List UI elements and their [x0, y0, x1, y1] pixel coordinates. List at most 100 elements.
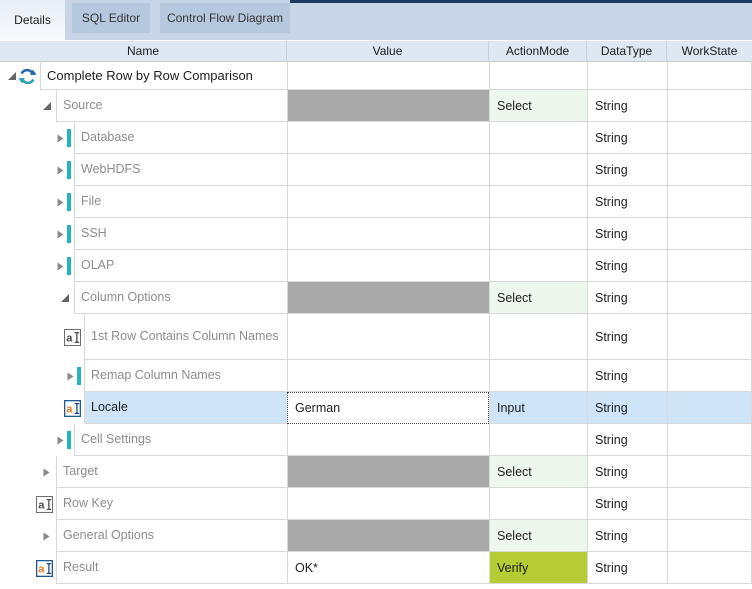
expander-expanded-icon[interactable] — [42, 102, 51, 111]
expander-collapsed-icon[interactable] — [56, 262, 65, 271]
tree-controls — [0, 424, 74, 456]
expander-collapsed-icon[interactable] — [56, 166, 65, 175]
workstate-cell — [667, 186, 752, 218]
name-cell[interactable]: Complete Row by Row Comparison — [0, 62, 287, 90]
value-cell[interactable] — [287, 424, 489, 456]
value-cell[interactable] — [287, 360, 489, 392]
value-cell[interactable] — [287, 488, 489, 520]
actionmode-cell[interactable]: Select — [489, 282, 587, 314]
workstate-cell — [667, 424, 752, 456]
name-cell[interactable]: SSH — [0, 218, 287, 250]
column-header-name[interactable]: Name — [0, 41, 287, 61]
table-row[interactable]: a Result OK* Verify String — [0, 552, 752, 584]
name-cell[interactable]: a Result — [0, 552, 287, 584]
table-row[interactable]: Remap Column Names String — [0, 360, 752, 392]
name-cell[interactable]: File — [0, 186, 287, 218]
table-row[interactable]: a 1st Row Contains Column Names String — [0, 314, 752, 360]
column-header-value[interactable]: Value — [287, 41, 489, 61]
table-row[interactable]: File String — [0, 186, 752, 218]
row-name-label: Cell Settings — [74, 424, 287, 456]
column-header-datatype[interactable]: DataType — [587, 41, 667, 61]
value-cell[interactable] — [287, 218, 489, 250]
actionmode-cell[interactable]: Select — [489, 90, 587, 122]
actionmode-cell[interactable] — [489, 314, 587, 360]
table-row[interactable]: Target Select String — [0, 456, 752, 488]
group-empty-icon — [67, 431, 71, 449]
workstate-cell — [667, 520, 752, 552]
column-header-actionmode[interactable]: ActionMode — [489, 41, 587, 61]
expander-collapsed-icon[interactable] — [56, 230, 65, 239]
actionmode-cell[interactable] — [489, 488, 587, 520]
value-cell[interactable]: German — [287, 392, 489, 424]
table-row[interactable]: Column Options Select String — [0, 282, 752, 314]
name-cell[interactable]: Cell Settings — [0, 424, 287, 456]
expander-collapsed-icon[interactable] — [56, 198, 65, 207]
name-cell[interactable]: OLAP — [0, 250, 287, 282]
name-cell[interactable]: Database — [0, 122, 287, 154]
actionmode-cell[interactable] — [489, 154, 587, 186]
svg-text:a: a — [66, 332, 73, 344]
value-cell[interactable] — [287, 122, 489, 154]
actionmode-cell[interactable]: Input — [489, 392, 587, 424]
name-cell[interactable]: Remap Column Names — [0, 360, 287, 392]
value-cell[interactable] — [287, 90, 489, 122]
expander-collapsed-icon[interactable] — [56, 436, 65, 445]
table-row[interactable]: SSH String — [0, 218, 752, 250]
name-cell[interactable]: Column Options — [0, 282, 287, 314]
value-cell[interactable] — [287, 62, 489, 90]
table-row[interactable]: WebHDFS String — [0, 154, 752, 186]
expander-collapsed-icon[interactable] — [56, 134, 65, 143]
name-cell[interactable]: a Row Key — [0, 488, 287, 520]
tree-controls — [0, 90, 56, 122]
actionmode-cell[interactable] — [489, 360, 587, 392]
column-header-workstate[interactable]: WorkState — [681, 44, 738, 58]
tree-controls — [0, 520, 56, 552]
value-cell[interactable] — [287, 186, 489, 218]
tab-control-flow-diagram[interactable]: Control Flow Diagram — [160, 3, 290, 33]
name-cell[interactable]: Source — [0, 90, 287, 122]
actionmode-cell[interactable]: Verify — [489, 552, 587, 584]
value-cell[interactable]: OK* — [287, 552, 489, 584]
actionmode-cell[interactable] — [489, 62, 587, 90]
row-name-label: Result — [56, 552, 287, 584]
value-cell[interactable] — [287, 456, 489, 488]
name-cell[interactable]: a 1st Row Contains Column Names — [0, 314, 287, 360]
value-cell[interactable] — [287, 520, 489, 552]
table-row[interactable]: Cell Settings String — [0, 424, 752, 456]
table-row[interactable]: a Row Key String — [0, 488, 752, 520]
tree-controls — [0, 218, 74, 250]
actionmode-cell[interactable]: Select — [489, 520, 587, 552]
expander-expanded-icon[interactable] — [60, 294, 69, 303]
table-row[interactable]: OLAP String — [0, 250, 752, 282]
row-name-label: Source — [56, 90, 287, 122]
table-row[interactable]: General Options Select String — [0, 520, 752, 552]
name-cell[interactable]: a Locale — [0, 392, 287, 424]
expander-collapsed-icon[interactable] — [42, 468, 51, 477]
workstate-cell — [667, 392, 752, 424]
table-row[interactable]: Source Select String — [0, 90, 752, 122]
tree-controls — [0, 250, 74, 282]
name-cell[interactable]: WebHDFS — [0, 154, 287, 186]
value-cell[interactable] — [287, 154, 489, 186]
tab-sql-editor[interactable]: SQL Editor — [72, 3, 150, 33]
actionmode-cell[interactable]: Select — [489, 456, 587, 488]
name-cell[interactable]: Target — [0, 456, 287, 488]
actionmode-cell[interactable] — [489, 122, 587, 154]
table-row[interactable]: a Locale German Input String — [0, 392, 752, 424]
datatype-cell: String — [587, 392, 667, 424]
table-row[interactable]: Database String — [0, 122, 752, 154]
table-row[interactable]: Complete Row by Row Comparison — [0, 62, 752, 90]
value-cell[interactable] — [287, 314, 489, 360]
name-cell[interactable]: General Options — [0, 520, 287, 552]
row-name-label: OLAP — [74, 250, 287, 282]
actionmode-cell[interactable] — [489, 424, 587, 456]
value-cell[interactable] — [287, 282, 489, 314]
tab-details[interactable]: Details — [0, 0, 65, 40]
expander-collapsed-icon[interactable] — [42, 532, 51, 541]
expander-expanded-icon[interactable] — [7, 72, 16, 81]
actionmode-cell[interactable] — [489, 218, 587, 250]
actionmode-cell[interactable] — [489, 250, 587, 282]
expander-collapsed-icon[interactable] — [66, 372, 75, 381]
actionmode-cell[interactable] — [489, 186, 587, 218]
value-cell[interactable] — [287, 250, 489, 282]
